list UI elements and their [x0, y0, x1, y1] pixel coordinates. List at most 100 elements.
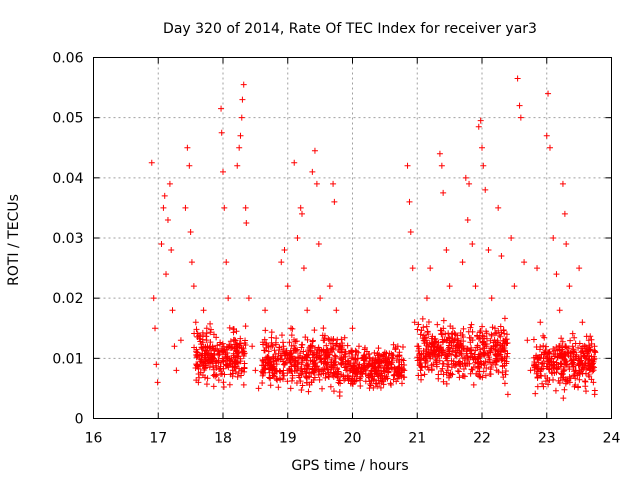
data-point	[311, 366, 318, 373]
data-point	[306, 344, 313, 351]
data-point	[317, 355, 324, 362]
data-point	[320, 370, 327, 377]
data-point	[219, 340, 226, 347]
data-point	[439, 365, 446, 372]
data-point	[499, 369, 506, 376]
data-point	[501, 315, 508, 322]
data-point	[220, 384, 227, 391]
data-point	[577, 353, 584, 360]
data-point	[227, 345, 234, 352]
data-point	[556, 307, 563, 314]
data-point	[479, 345, 486, 352]
data-point	[431, 341, 438, 348]
data-point	[224, 357, 231, 364]
data-point	[501, 353, 508, 360]
x-tick-label: 22	[473, 431, 491, 447]
data-point	[387, 380, 394, 387]
data-point	[591, 343, 598, 350]
data-point	[238, 114, 245, 121]
data-point	[219, 345, 225, 352]
data-point	[561, 386, 568, 393]
data-point	[591, 387, 598, 394]
data-point	[260, 362, 267, 369]
data-point	[309, 338, 316, 345]
data-point	[272, 339, 279, 346]
data-point	[294, 367, 301, 374]
data-point	[260, 341, 267, 348]
data-point	[299, 382, 306, 389]
data-point	[470, 381, 477, 388]
data-point	[305, 388, 312, 395]
data-point	[287, 385, 294, 392]
data-point	[303, 362, 310, 369]
data-point	[221, 371, 228, 378]
data-point	[187, 228, 194, 235]
data-point	[358, 371, 365, 378]
data-point	[448, 342, 455, 349]
data-point	[298, 341, 305, 348]
data-point	[586, 364, 593, 371]
data-point	[299, 359, 306, 366]
data-point	[300, 265, 307, 272]
data-point	[368, 368, 375, 375]
data-point	[572, 381, 579, 388]
data-point	[501, 362, 508, 369]
data-point	[448, 351, 455, 358]
data-point	[521, 259, 528, 266]
data-point	[418, 376, 425, 383]
data-point	[582, 383, 589, 390]
data-point	[370, 384, 377, 391]
data-point	[323, 365, 330, 372]
data-point	[501, 330, 508, 337]
data-point	[369, 362, 376, 369]
data-point	[304, 354, 311, 361]
data-point	[333, 341, 340, 348]
x-tick-label: 19	[279, 431, 297, 447]
data-point	[542, 347, 549, 354]
data-point	[479, 144, 485, 151]
data-point	[479, 374, 486, 381]
data-point	[544, 354, 551, 361]
data-point	[241, 365, 248, 372]
data-point	[553, 271, 560, 278]
data-point	[390, 376, 397, 383]
data-point	[291, 367, 298, 374]
data-point	[308, 379, 315, 386]
data-point	[437, 344, 444, 351]
data-point	[456, 350, 463, 357]
data-point	[296, 374, 303, 381]
data-point	[534, 265, 541, 272]
data-point	[440, 189, 447, 196]
data-point	[588, 376, 595, 383]
data-point	[541, 372, 548, 379]
x-tick-label: 17	[149, 431, 167, 447]
data-point	[291, 159, 298, 166]
data-point	[326, 283, 333, 290]
data-point	[169, 307, 176, 314]
data-point	[490, 339, 497, 346]
data-point	[262, 365, 269, 372]
data-point	[322, 374, 329, 381]
data-point	[193, 326, 200, 333]
data-point	[383, 373, 390, 380]
data-point	[563, 344, 570, 351]
data-point	[362, 366, 369, 373]
data-point	[234, 350, 241, 357]
data-point	[588, 336, 595, 343]
data-point	[232, 346, 239, 353]
data-point	[206, 344, 213, 351]
data-point	[232, 368, 239, 375]
data-point	[242, 323, 249, 330]
x-tick-labels: 16 17 18 19 20 21 22 23 24	[85, 431, 621, 447]
data-point	[203, 381, 210, 388]
data-point	[434, 321, 441, 328]
data-point	[227, 338, 234, 345]
data-point	[261, 347, 268, 354]
data-point	[441, 336, 448, 343]
data-point	[550, 235, 557, 241]
data-point	[561, 210, 568, 217]
data-point	[576, 376, 583, 383]
data-point	[328, 348, 335, 355]
data-point	[252, 367, 259, 374]
